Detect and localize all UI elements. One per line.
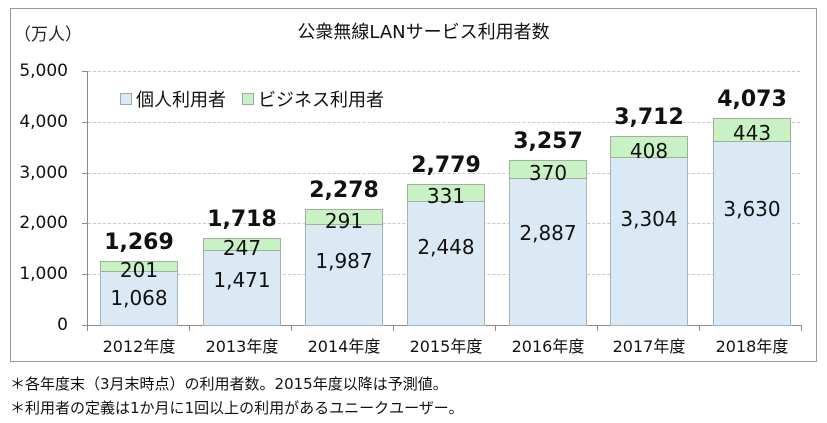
- value-label-business: 291: [324, 208, 364, 233]
- value-label-personal: 2,887: [519, 220, 577, 245]
- x-category-label: 2016年度: [511, 337, 585, 356]
- x-category-label: 2015年度: [409, 337, 483, 356]
- value-label-personal: 1,471: [213, 268, 271, 293]
- value-label-business: 443: [732, 121, 772, 146]
- y-axis-line: [87, 71, 88, 326]
- value-label-business: 370: [528, 160, 568, 185]
- value-label-personal: 1,068: [110, 285, 168, 310]
- gridline: [88, 71, 800, 72]
- total-label: 4,073: [717, 87, 787, 113]
- y-tick-label: 3,000: [19, 162, 68, 183]
- y-tick-mark: [82, 172, 87, 174]
- legend-label-personal: 個人利用者: [136, 90, 226, 111]
- chart-title: 公衆無線LANサービス利用者数: [297, 22, 550, 43]
- legend-item-personal: 個人利用者: [120, 86, 226, 112]
- value-label-personal: 1,987: [315, 249, 373, 274]
- y-tick-label: 1,000: [19, 264, 68, 285]
- legend: 個人利用者 ビジネス利用者: [120, 86, 400, 112]
- y-tick-mark: [82, 121, 87, 123]
- value-label-business: 408: [629, 138, 669, 163]
- value-label-business: 331: [426, 184, 466, 209]
- total-label: 2,779: [411, 152, 481, 178]
- total-label: 2,278: [309, 178, 379, 204]
- x-tick-mark: [291, 325, 292, 331]
- x-category-label: 2013年度: [205, 337, 279, 356]
- x-tick-mark: [495, 325, 496, 331]
- y-tick-mark: [82, 325, 87, 326]
- footnote-2: ＊利用者の定義は1か月に1回以上の利用があるユニークユーザー。: [10, 399, 464, 417]
- bar-segment-personal: [509, 178, 587, 326]
- legend-swatch-personal: [120, 93, 132, 105]
- y-tick-label: 2,000: [19, 213, 68, 234]
- bar-segment-personal: [407, 200, 485, 326]
- value-label-personal: 3,630: [723, 196, 781, 221]
- legend-swatch-business: [242, 93, 254, 105]
- value-label-business: 247: [222, 235, 262, 260]
- x-category-label: 2012年度: [102, 337, 176, 356]
- value-label-personal: 2,448: [417, 234, 475, 259]
- y-tick-mark: [82, 274, 87, 276]
- x-category-label: 2018年度: [715, 337, 789, 356]
- bar-segment-business: [610, 136, 688, 159]
- bar-segment-business: [509, 159, 587, 180]
- total-label: 1,269: [104, 229, 174, 255]
- gridline: [88, 121, 800, 123]
- gridline: [88, 172, 800, 174]
- y-tick-label: 0: [57, 315, 68, 335]
- x-tick-mark: [87, 325, 88, 331]
- bar-segment-business: [407, 183, 485, 202]
- x-tick-mark: [597, 325, 598, 331]
- y-axis-unit-label: （万人）: [14, 25, 82, 45]
- bar-segment-personal: [305, 224, 383, 326]
- y-tick-label: 5,000: [19, 61, 68, 81]
- x-category-label: 2014年度: [307, 337, 381, 356]
- bar-segment-personal: [610, 157, 688, 326]
- bar-segment-business: [305, 209, 383, 226]
- x-tick-mark: [699, 325, 700, 331]
- bar-segment-business: [203, 237, 281, 252]
- footnote-1: ＊各年度末（3月末時点）の利用者数。2015年度以降は予測値。: [10, 375, 448, 393]
- x-tick-mark: [801, 325, 802, 331]
- total-label: 1,718: [207, 206, 277, 232]
- y-tick-mark: [82, 71, 87, 72]
- bar-segment-personal: [203, 250, 281, 326]
- bar-segment-personal: [713, 140, 791, 326]
- x-tick-mark: [393, 325, 394, 331]
- y-tick-label: 4,000: [19, 111, 68, 132]
- legend-label-business: ビジネス利用者: [258, 90, 384, 111]
- bar-segment-business: [100, 260, 178, 272]
- bar-segment-business: [713, 118, 791, 142]
- x-tick-mark: [189, 325, 190, 331]
- value-label-personal: 3,304: [620, 207, 678, 232]
- x-category-label: 2017年度: [612, 337, 686, 356]
- y-tick-mark: [82, 223, 87, 225]
- legend-item-business: ビジネス利用者: [242, 86, 384, 112]
- total-label: 3,257: [513, 128, 583, 154]
- value-label-business: 201: [119, 257, 159, 282]
- total-label: 3,712: [614, 105, 684, 131]
